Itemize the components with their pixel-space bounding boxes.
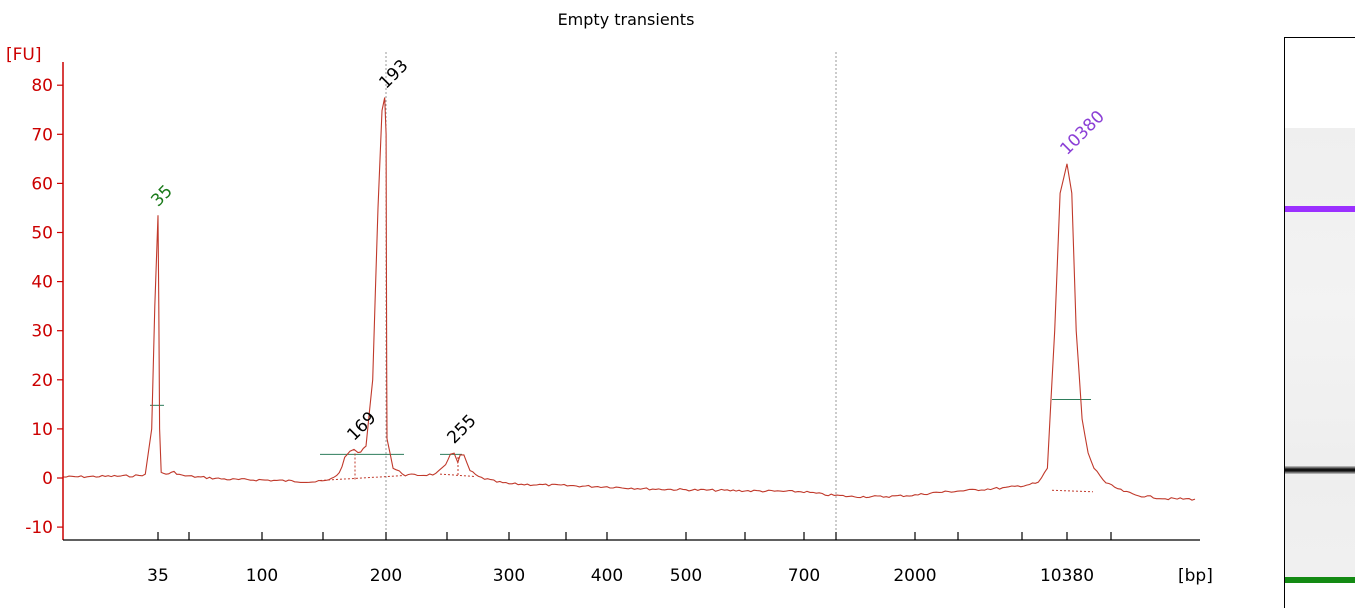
y-tick-label: 0 — [42, 469, 53, 489]
x-axis-label: [bp] — [1178, 566, 1213, 586]
peak-marker — [1051, 489, 1094, 493]
gel-band — [1285, 577, 1355, 584]
electropherogram-chart: Empty transients [FU] [bp] -10 0 10 20 30 40 5… — [6, 10, 1213, 586]
peak-label: 255 — [443, 411, 480, 448]
y-tick-label: 80 — [31, 76, 53, 96]
gel-lane — [1285, 128, 1355, 578]
y-tick-label: 10 — [31, 420, 53, 440]
reference-lines — [385, 52, 837, 540]
peak-baselines — [150, 398, 1094, 493]
y-tick-label: 60 — [31, 174, 53, 194]
gel-band — [1285, 206, 1355, 213]
y-tick-label: -10 — [25, 518, 53, 538]
x-tick-label: 35 — [147, 566, 169, 586]
x-tick-label: 400 — [591, 566, 623, 586]
y-axis-label: [FU] — [6, 45, 42, 65]
peak-label: 193 — [375, 56, 412, 93]
y-tick-label: 50 — [31, 224, 53, 244]
x-tick-label: 300 — [493, 566, 525, 586]
x-tick-label: 700 — [788, 566, 820, 586]
series-line — [62, 97, 1196, 501]
x-tick-label: 500 — [670, 566, 702, 586]
peak-label: 10380 — [1056, 107, 1108, 159]
x-tick-label: 200 — [370, 566, 402, 586]
y-tick-label: 30 — [31, 322, 53, 342]
gel-band — [1285, 466, 1355, 475]
gel-image-panel — [1284, 37, 1355, 608]
y-tick-label: 40 — [31, 273, 53, 293]
y-tick-label: 20 — [31, 371, 53, 391]
x-tick-label: 10380 — [1040, 566, 1094, 586]
x-axis: 35 100 200 300 400 500 700 2000 10380 — [63, 532, 1200, 586]
chart-title: Empty transients — [558, 10, 695, 29]
y-tick-label: 70 — [31, 125, 53, 145]
peak-label: 169 — [343, 408, 380, 445]
x-tick-label: 2000 — [893, 566, 936, 586]
y-axis: -10 0 10 20 30 40 50 60 70 80 — [25, 62, 64, 540]
x-tick-label: 100 — [246, 566, 278, 586]
peak-labels: 35 193 169 255 10380 — [147, 56, 1108, 448]
peak-marker — [439, 473, 476, 478]
peak-label: 35 — [147, 181, 176, 210]
